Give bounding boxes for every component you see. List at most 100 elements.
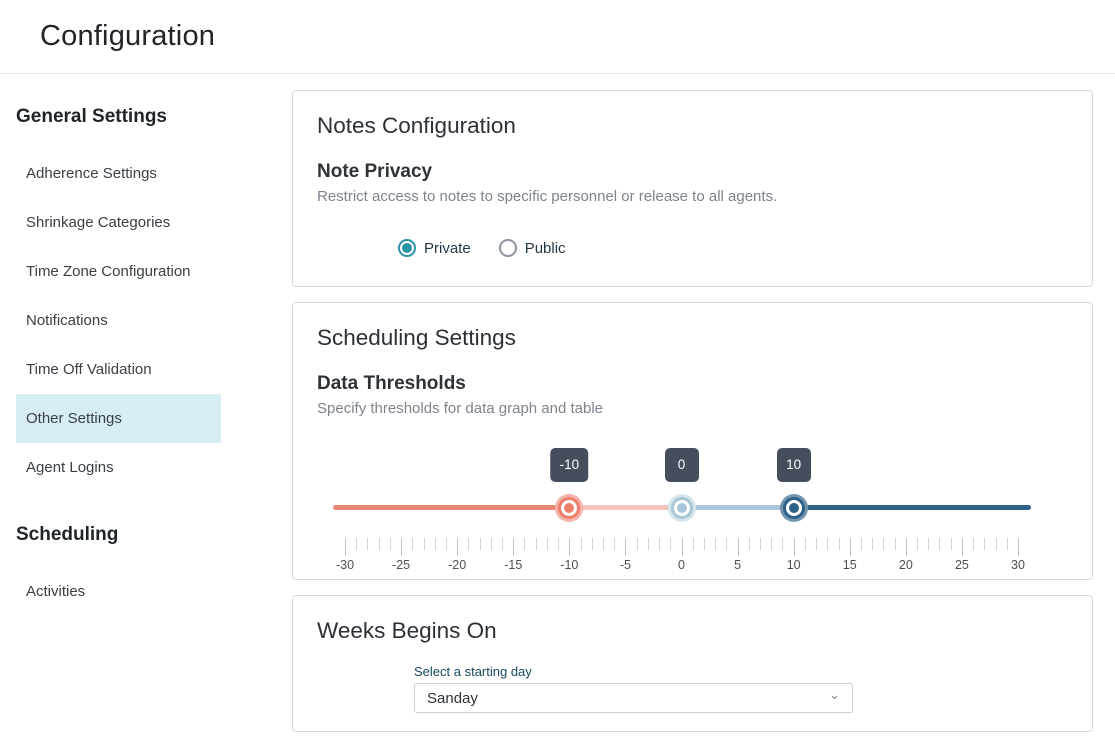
starting-day-value: Sanday bbox=[427, 689, 478, 707]
page-header: Configuration bbox=[0, 0, 1115, 74]
sidebar-item-notifications[interactable]: Notifications bbox=[16, 296, 221, 345]
starting-day-select[interactable]: Sanday ⌄ bbox=[414, 683, 853, 713]
scheduling-settings-card: Scheduling Settings Data Thresholds Spec… bbox=[292, 302, 1093, 580]
slider-track-segment bbox=[793, 505, 1031, 510]
slider-value-tooltip: 10 bbox=[776, 448, 811, 482]
sidebar-section-heading: General Settings bbox=[16, 106, 167, 127]
sidebar-item-label: Activities bbox=[26, 583, 86, 600]
sidebar-item-time-zone-configuration[interactable]: Time Zone Configuration bbox=[16, 247, 221, 296]
slider-track-segment bbox=[569, 505, 682, 510]
ruler-tick-label: -10 bbox=[560, 558, 579, 572]
starting-day-field: Select a starting day Sanday ⌄ bbox=[414, 664, 1068, 713]
ruler-minor-tick bbox=[389, 538, 391, 550]
ruler-minor-tick bbox=[995, 538, 997, 550]
ruler-minor-tick bbox=[760, 538, 762, 550]
radio-option-public[interactable]: Public bbox=[498, 239, 566, 257]
note-privacy-radio-group: Private Public bbox=[398, 236, 1068, 260]
ruler-minor-tick bbox=[838, 538, 840, 550]
radio-selected-icon bbox=[398, 239, 416, 257]
ruler-minor-tick bbox=[602, 538, 604, 550]
ruler-minor-tick bbox=[703, 538, 705, 550]
note-privacy-heading: Note Privacy bbox=[317, 161, 433, 182]
ruler-minor-tick bbox=[423, 538, 425, 550]
ruler-minor-tick bbox=[1006, 538, 1008, 550]
sidebar-item-agent-logins[interactable]: Agent Logins bbox=[16, 443, 221, 492]
weeks-begins-on-card: Weeks Begins On Select a starting day Sa… bbox=[292, 595, 1093, 732]
ruler-minor-tick bbox=[670, 538, 672, 550]
ruler-minor-tick bbox=[580, 538, 582, 550]
radio-unselected-icon bbox=[498, 239, 517, 257]
sidebar-section-list: Adherence Settings Shrinkage Categories Ti… bbox=[16, 149, 292, 492]
ruler-major-tick bbox=[961, 538, 963, 556]
ruler-minor-tick bbox=[434, 538, 436, 550]
ruler-minor-tick bbox=[367, 538, 369, 550]
ruler-minor-tick bbox=[816, 538, 818, 550]
ruler-tick-label: 5 bbox=[734, 558, 742, 572]
radio-option-private[interactable]: Private bbox=[398, 239, 471, 257]
sidebar-item-label: Shrinkage Categories bbox=[26, 214, 171, 231]
sidebar-item-activities[interactable]: Activities bbox=[16, 567, 221, 616]
ruler-minor-tick bbox=[659, 538, 661, 550]
ruler-tick-label: -25 bbox=[392, 558, 411, 572]
sidebar-item-label: Agent Logins bbox=[26, 459, 114, 476]
ruler-minor-tick bbox=[894, 538, 896, 550]
ruler-minor-tick bbox=[591, 538, 593, 550]
slider-handle[interactable] bbox=[779, 494, 808, 522]
ruler-minor-tick bbox=[558, 538, 560, 550]
sidebar-item-label: Time Zone Configuration bbox=[26, 263, 191, 280]
data-thresholds-slider: -30 -25 -20 -15 -10 -5 0 5 10 15 20 25 30 -10 0 10 bbox=[333, 446, 1031, 578]
sidebar-section-list: Activities bbox=[16, 567, 292, 616]
ruler-major-tick bbox=[905, 538, 907, 556]
ruler-minor-tick bbox=[692, 538, 694, 550]
ruler-minor-tick bbox=[445, 538, 447, 550]
ruler-tick-label: 0 bbox=[678, 558, 685, 572]
slider-value-tooltip: -10 bbox=[550, 448, 589, 482]
starting-day-label: Select a starting day bbox=[414, 664, 532, 679]
ruler-tick-label: -5 bbox=[619, 558, 631, 572]
sidebar-item-shrinkage-categories[interactable]: Shrinkage Categories bbox=[16, 198, 221, 247]
note-privacy-description: Restrict access to notes to specific per… bbox=[317, 188, 778, 205]
ruler-minor-tick bbox=[479, 538, 481, 550]
slider-track-segment bbox=[681, 505, 794, 510]
ruler-minor-tick bbox=[872, 538, 874, 550]
ruler-minor-tick bbox=[804, 538, 806, 550]
ruler-major-tick bbox=[569, 538, 571, 556]
ruler-major-tick bbox=[401, 538, 403, 556]
sidebar-item-time-off-validation[interactable]: Time Off Validation bbox=[16, 345, 221, 394]
ruler-minor-tick bbox=[715, 538, 717, 550]
ruler-major-tick bbox=[793, 538, 795, 556]
ruler-tick-label: 15 bbox=[842, 558, 857, 572]
sidebar-item-adherence-settings[interactable]: Adherence Settings bbox=[16, 149, 221, 198]
scheduling-settings-title: Scheduling Settings bbox=[317, 325, 516, 350]
ruler-minor-tick bbox=[883, 538, 885, 550]
ruler-tick-label: -20 bbox=[448, 558, 467, 572]
ruler-tick-label: 25 bbox=[954, 558, 969, 572]
sidebar-item-label: Other Settings bbox=[26, 410, 122, 427]
ruler-minor-tick bbox=[984, 538, 986, 550]
slider-track-segment bbox=[333, 505, 570, 510]
chevron-down-icon: ⌄ bbox=[829, 687, 840, 702]
ruler-tick-label: -30 bbox=[335, 558, 355, 572]
ruler-minor-tick bbox=[928, 538, 930, 550]
sidebar: General Settings Adherence Settings Shrink… bbox=[0, 74, 292, 744]
slider-scale: -30 -25 -20 -15 -10 -5 0 5 10 15 20 25 30 -10 0 10 bbox=[333, 446, 1031, 578]
ruler-major-tick bbox=[681, 538, 683, 556]
ruler-minor-tick bbox=[502, 538, 504, 550]
slider-handle[interactable] bbox=[555, 494, 584, 522]
ruler-minor-tick bbox=[973, 538, 975, 550]
ruler-minor-tick bbox=[782, 538, 784, 550]
ruler-minor-tick bbox=[726, 538, 728, 550]
ruler-tick-label: 10 bbox=[786, 558, 801, 572]
ruler-minor-tick bbox=[860, 538, 862, 550]
ruler-major-tick bbox=[1018, 538, 1019, 556]
sidebar-item-other-settings[interactable]: Other Settings bbox=[16, 394, 221, 443]
ruler-minor-tick bbox=[950, 538, 952, 550]
ruler-minor-tick bbox=[827, 538, 829, 550]
sidebar-item-label: Adherence Settings bbox=[26, 165, 157, 182]
sidebar-item-label: Time Off Validation bbox=[26, 361, 152, 378]
ruler-minor-tick bbox=[771, 538, 773, 550]
ruler-minor-tick bbox=[546, 538, 548, 550]
slider-value-tooltip: 0 bbox=[664, 448, 699, 482]
ruler-minor-tick bbox=[356, 538, 358, 550]
slider-handle[interactable] bbox=[667, 494, 696, 522]
